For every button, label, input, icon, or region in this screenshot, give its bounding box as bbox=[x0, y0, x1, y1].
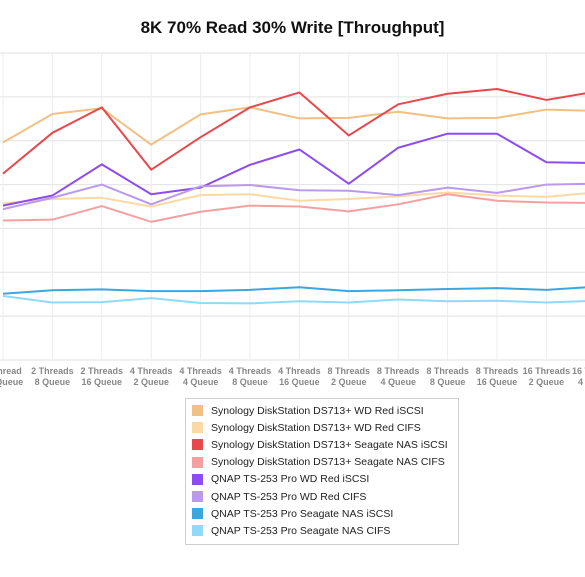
series-line-3 bbox=[2, 87, 585, 175]
legend-item: QNAP TS-253 Pro Seagate NAS CIFS bbox=[192, 522, 452, 539]
legend-item: QNAP TS-253 Pro WD Red iSCSI bbox=[192, 471, 452, 488]
legend-swatch bbox=[192, 491, 203, 503]
series-lines bbox=[2, 87, 585, 305]
legend-label: QNAP TS-253 Pro WD Red CIFS bbox=[211, 490, 367, 503]
legend-label: QNAP TS-253 Pro Seagate NAS iSCSI bbox=[211, 507, 394, 520]
x-tick-label: 4 Threads 4 Queue bbox=[179, 366, 222, 387]
x-tick-label: 4 Threads 2 Queue bbox=[130, 366, 173, 387]
legend-item: Synology DiskStation DS713+ Seagate NAS … bbox=[192, 454, 452, 471]
legend-item: Synology DiskStation DS713+ WD Red CIFS bbox=[192, 419, 452, 436]
legend-label: Synology DiskStation DS713+ WD Red iSCSI bbox=[211, 404, 424, 417]
legend-swatch bbox=[192, 456, 203, 468]
legend-label: Synology DiskStation DS713+ Seagate NAS … bbox=[211, 456, 445, 469]
series-line-5 bbox=[2, 132, 585, 207]
x-tick-label: 8 Threads 4 Queue bbox=[377, 366, 420, 387]
series-line-6 bbox=[2, 182, 585, 211]
x-tick-label: 8 Threads 8 Queue bbox=[426, 366, 469, 387]
legend-swatch bbox=[192, 525, 203, 537]
series-line-8 bbox=[2, 294, 585, 305]
series-line-4 bbox=[2, 193, 585, 223]
legend-label: QNAP TS-253 Pro WD Red iSCSI bbox=[211, 473, 370, 486]
chart-title: 8K 70% Read 30% Write [Throughput] bbox=[140, 18, 445, 37]
legend-item: QNAP TS-253 Pro WD Red CIFS bbox=[192, 488, 452, 505]
legend-item: Synology DiskStation DS713+ WD Red iSCSI bbox=[192, 402, 452, 419]
legend: Synology DiskStation DS713+ WD Red iSCSI… bbox=[185, 398, 459, 545]
x-tick-label: 4 Threads 16 Queue bbox=[278, 366, 321, 387]
x-tick-label: 2 Threads 8 Queue bbox=[31, 366, 74, 387]
legend-swatch bbox=[192, 508, 203, 520]
x-tick-label: 4 Threads 8 Queue bbox=[229, 366, 272, 387]
legend-swatch bbox=[192, 422, 203, 434]
legend-label: QNAP TS-253 Pro Seagate NAS CIFS bbox=[211, 524, 391, 537]
legend-swatch bbox=[192, 473, 203, 485]
x-tick-label: 2 Threads 16 Queue bbox=[81, 366, 124, 387]
legend-label: Synology DiskStation DS713+ Seagate NAS … bbox=[211, 438, 448, 451]
x-tick-label: 16 Threads 2 Queue bbox=[523, 366, 571, 387]
legend-item: Synology DiskStation DS713+ Seagate NAS … bbox=[192, 436, 452, 453]
x-tick-label: 8 Threads 16 Queue bbox=[476, 366, 519, 387]
x-tick-label: 8 Threads 2 Queue bbox=[328, 366, 371, 387]
series-line-7 bbox=[2, 286, 585, 295]
series-line-2 bbox=[2, 191, 585, 208]
legend-swatch bbox=[192, 405, 203, 417]
gridlines bbox=[0, 52, 585, 361]
x-tick-label: 1 Thread16 Queue bbox=[0, 366, 23, 387]
legend-item: QNAP TS-253 Pro Seagate NAS iSCSI bbox=[192, 505, 452, 522]
legend-swatch bbox=[192, 439, 203, 451]
legend-label: Synology DiskStation DS713+ WD Red CIFS bbox=[211, 421, 421, 434]
